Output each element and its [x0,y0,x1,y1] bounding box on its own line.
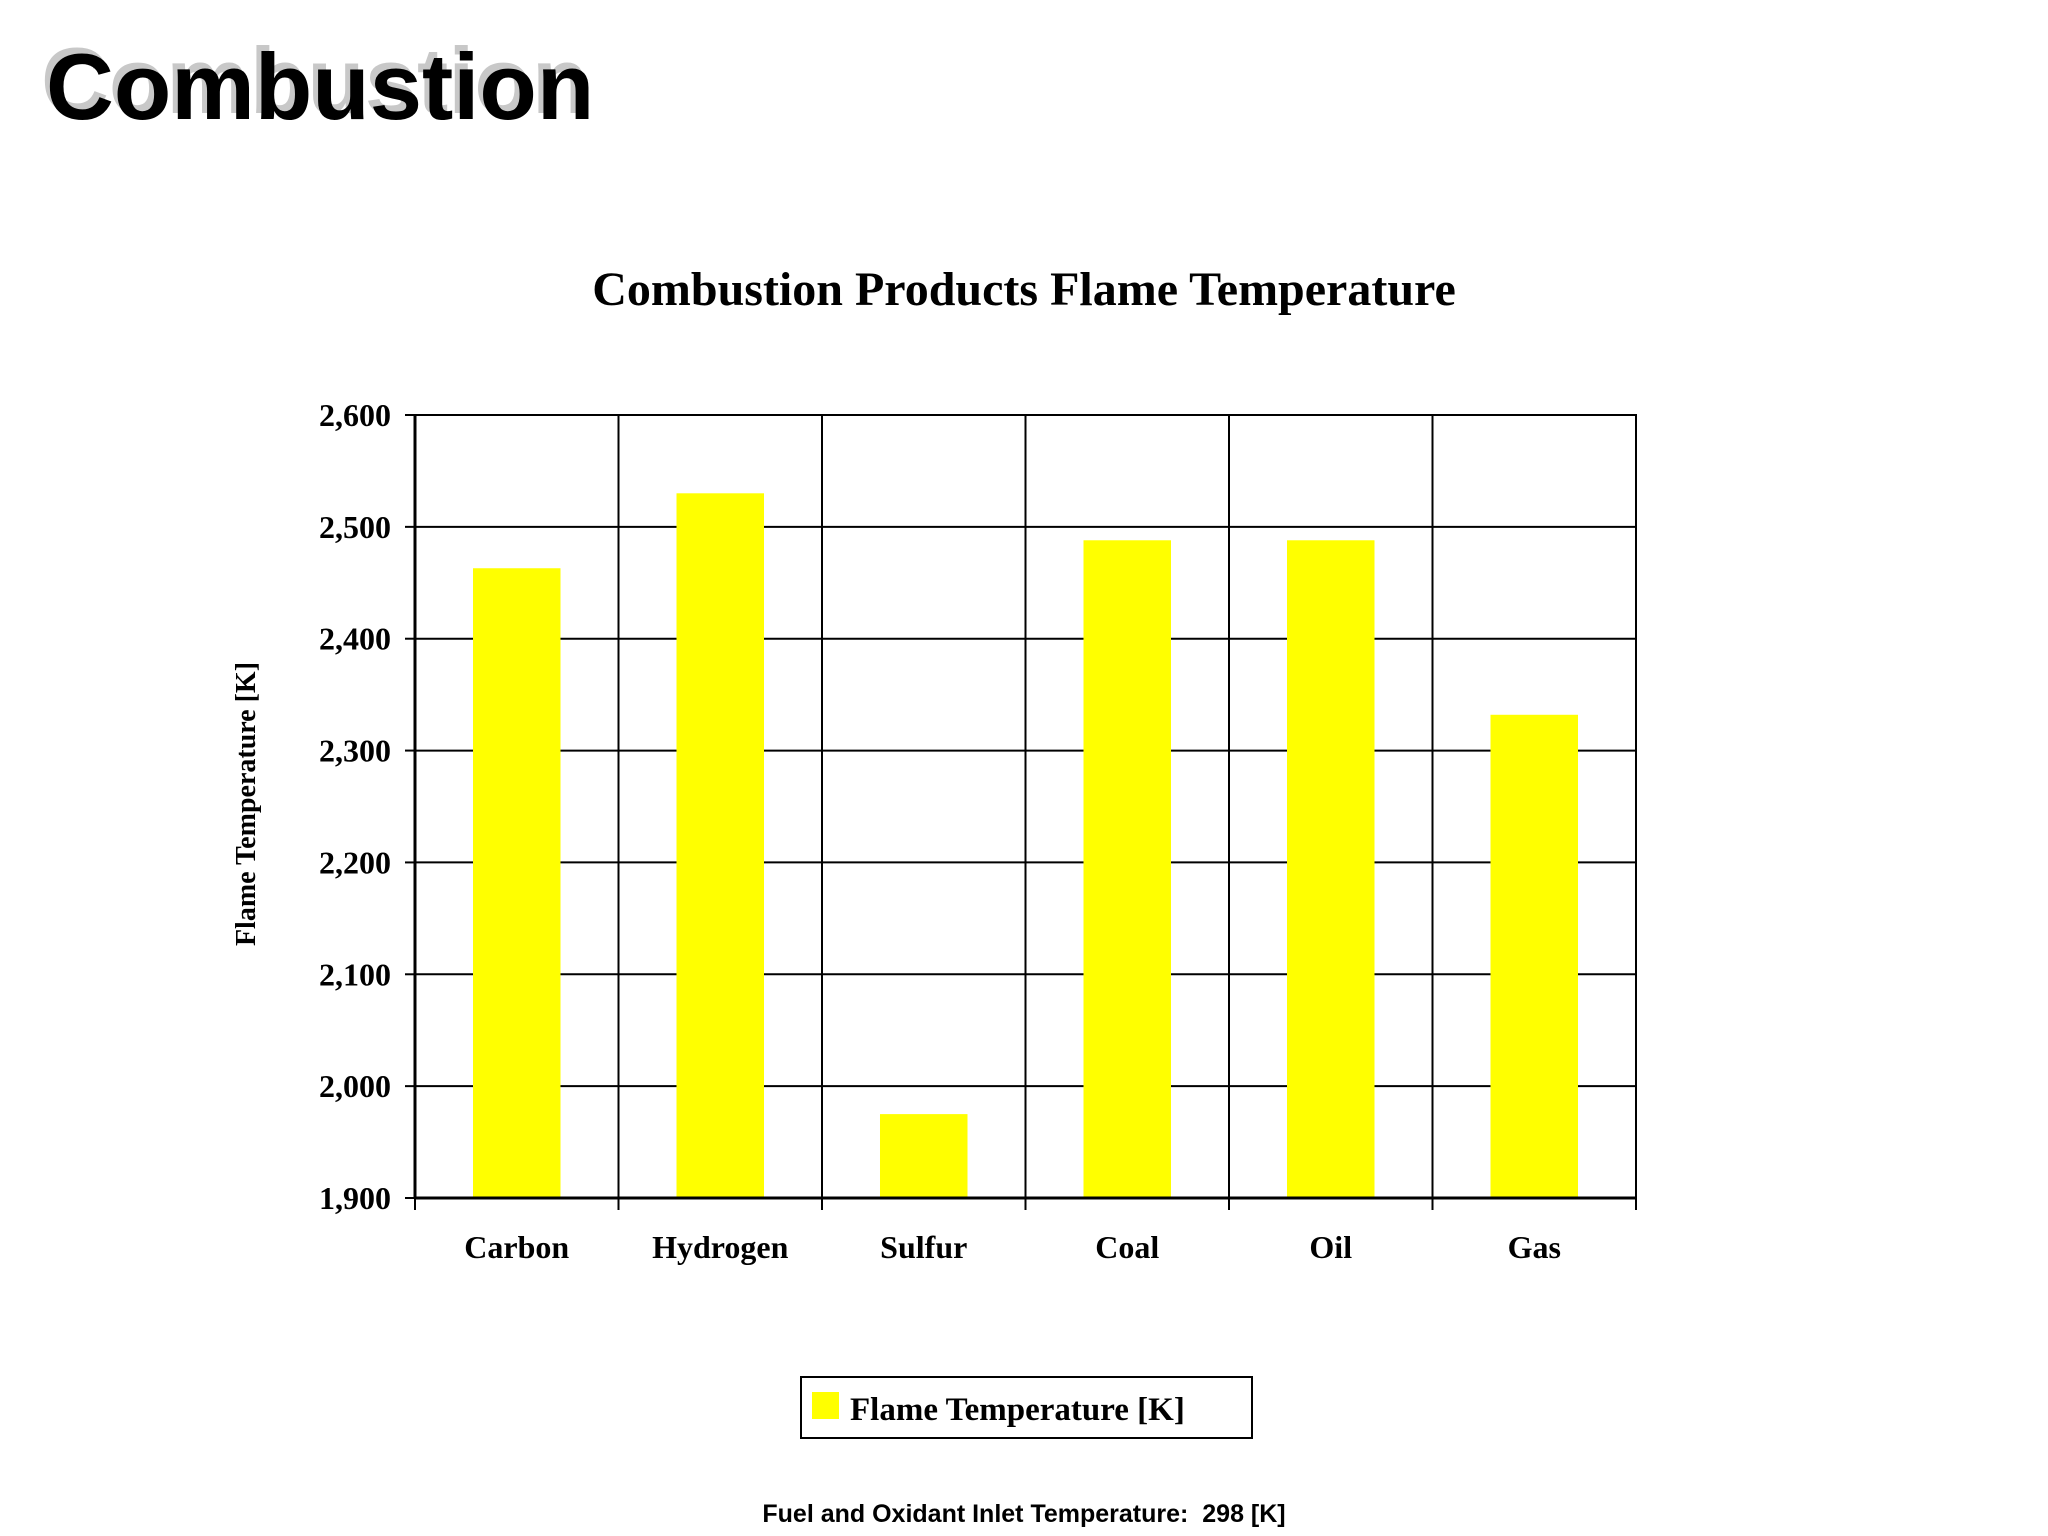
y-tick-labels: 1,900 2,000 2,100 2,200 2,300 2,400 2,500 2,600 [319,397,391,1216]
y-tick-label: 2,300 [319,733,391,769]
legend-swatch [812,1392,839,1419]
x-tick-label: Hydrogen [652,1229,789,1265]
footnote: Fuel and Oxidant Inlet Temperature: 298 … [762,1500,1286,1528]
x-tick-label: Coal [1095,1229,1159,1265]
legend: Flame Temperature [K] [800,1376,1253,1439]
bar-coal [1083,540,1172,1198]
y-axis-label: Flame Temperature [K] [231,662,262,946]
gridlines [405,414,1637,1210]
x-tick-label: Oil [1309,1229,1352,1265]
plot-frame [413,414,1637,1200]
bar-gas [1490,714,1579,1198]
bar-hydrogen [676,493,765,1198]
bar-sulfur [879,1114,968,1198]
y-tick-label: 2,500 [319,509,391,545]
y-tick-label: 2,200 [319,844,391,880]
plot-area: 1,900 2,000 2,100 2,200 2,300 2,400 2,500 2,600… [319,397,1637,1265]
x-tick-labels: Carbon Hydrogen Sulfur Coal Oil Gas [464,1229,1561,1265]
chart-title: Combustion Products Flame Temperature [592,263,1456,316]
bar-oil [1286,540,1375,1198]
y-tick-label: 2,100 [319,956,391,992]
y-tick-label: 2,400 [319,621,391,657]
slide-title: Combustion [46,34,595,139]
bars [472,493,1579,1198]
y-tick-label: 1,900 [319,1180,391,1216]
x-tick-label: Sulfur [880,1229,967,1265]
x-tick-label: Gas [1508,1229,1561,1265]
y-tick-label: 2,600 [319,397,391,433]
y-tick-label: 2,000 [319,1068,391,1104]
legend-label: Flame Temperature [K] [850,1392,1185,1428]
x-tick-label: Carbon [464,1229,569,1265]
bar-carbon [472,568,561,1198]
legend-box [800,1376,1253,1439]
